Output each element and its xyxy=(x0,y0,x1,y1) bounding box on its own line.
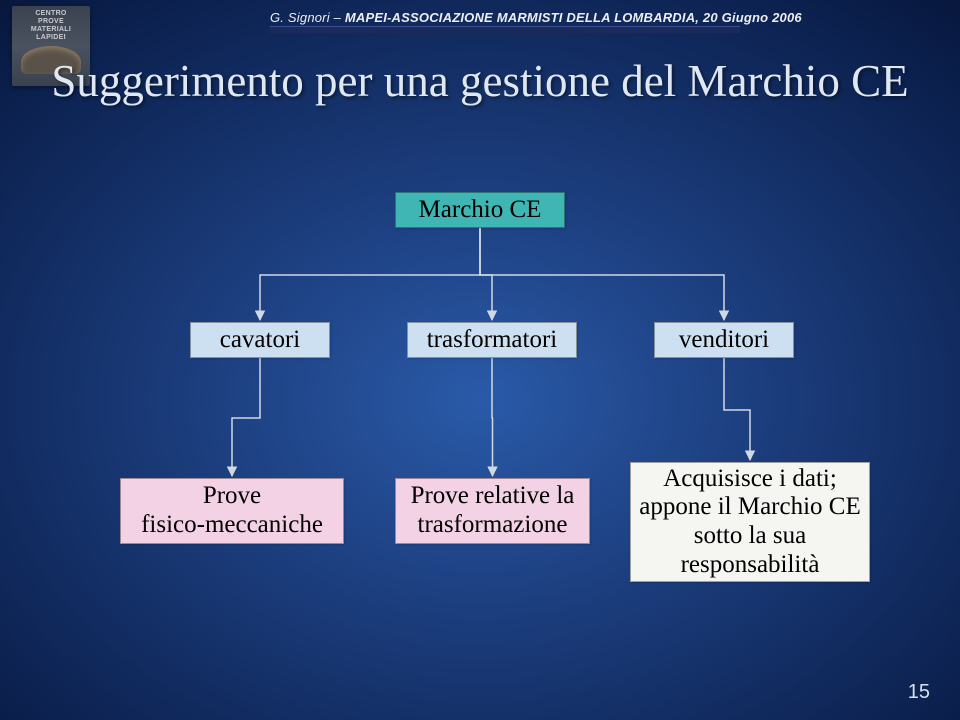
node-label: Prove relative latrasformazione xyxy=(411,482,575,540)
slide-header: G. Signori – MAPEI-ASSOCIAZIONE MARMISTI… xyxy=(270,10,802,25)
node-label: Acquisisce i dati;appone il Marchio CEso… xyxy=(639,465,860,580)
node-root: Marchio CE xyxy=(395,192,565,228)
node-label: venditori xyxy=(679,326,769,355)
node-acquisisce: Acquisisce i dati;appone il Marchio CEso… xyxy=(630,462,870,582)
header-author: G. Signori – xyxy=(270,10,345,25)
node-prove-relative: Prove relative latrasformazione xyxy=(395,478,590,544)
node-trasformatori: trasformatori xyxy=(407,322,577,358)
node-venditori: venditori xyxy=(654,322,794,358)
node-cavatori: cavatori xyxy=(190,322,330,358)
header-underline xyxy=(270,26,740,33)
slide-title: Suggerimento per una gestione del Marchi… xyxy=(0,56,960,106)
logo-line: PROVE xyxy=(38,18,64,26)
logo-line: LAPIDEI xyxy=(36,34,66,42)
logo-line: MATERIALI xyxy=(31,26,71,34)
node-label: Marchio CE xyxy=(419,196,542,225)
logo-line: CENTRO xyxy=(35,10,66,18)
node-prove-fisico: Provefisico-meccaniche xyxy=(120,478,344,544)
page-number: 15 xyxy=(908,681,930,704)
diagram-connectors xyxy=(0,0,960,720)
node-label: trasformatori xyxy=(427,326,558,355)
header-org: MAPEI-ASSOCIAZIONE MARMISTI DELLA LOMBAR… xyxy=(345,10,802,25)
node-label: Provefisico-meccaniche xyxy=(141,482,323,540)
node-label: cavatori xyxy=(220,326,301,355)
